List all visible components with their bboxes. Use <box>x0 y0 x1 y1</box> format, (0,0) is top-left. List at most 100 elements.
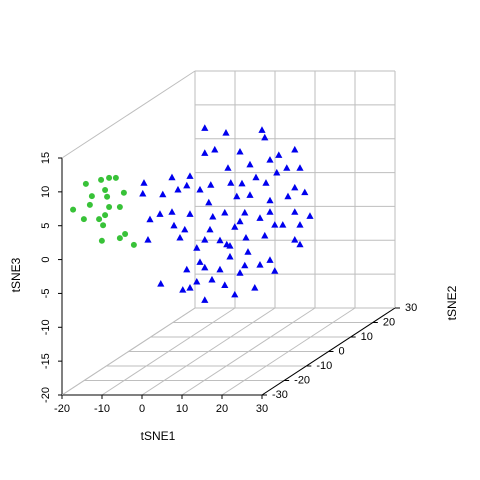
point <box>186 172 194 179</box>
y-tick-label: 10 <box>361 331 373 343</box>
point <box>266 156 274 163</box>
point <box>208 275 216 283</box>
z-tick-label: 15 <box>40 152 52 164</box>
z-tick-label: -5 <box>40 289 52 299</box>
point <box>88 193 95 200</box>
point <box>193 277 201 285</box>
y-tick-label: -20 <box>294 374 310 386</box>
x-tick-label: 0 <box>139 403 145 415</box>
point <box>106 174 113 181</box>
point <box>252 173 260 181</box>
point <box>205 198 213 206</box>
point <box>183 181 191 189</box>
y-tick-label: 0 <box>339 345 345 357</box>
point <box>104 193 111 200</box>
point <box>201 235 209 243</box>
point <box>227 179 235 186</box>
point <box>96 216 103 223</box>
point <box>291 235 299 243</box>
point <box>130 241 137 248</box>
point <box>211 145 219 153</box>
point <box>120 189 127 196</box>
point <box>246 191 254 198</box>
point <box>236 147 244 155</box>
point <box>209 212 217 220</box>
point <box>296 240 304 248</box>
z-axis-title: tSNE3 <box>9 257 23 292</box>
point <box>236 217 244 225</box>
z-tick-label: 0 <box>40 257 52 263</box>
point <box>86 201 93 208</box>
point <box>216 265 224 273</box>
point <box>112 174 119 181</box>
point <box>98 176 105 183</box>
point <box>186 284 194 291</box>
point <box>140 179 148 186</box>
point <box>266 208 274 215</box>
point <box>207 181 215 188</box>
point <box>156 210 164 217</box>
y-tick-label: -30 <box>272 389 288 401</box>
point <box>168 173 176 181</box>
x-tick-label: 20 <box>216 403 228 415</box>
point <box>231 223 239 230</box>
point <box>233 192 241 200</box>
point <box>258 126 266 133</box>
point <box>181 225 189 233</box>
point <box>242 233 250 241</box>
point <box>70 206 77 213</box>
point <box>193 244 201 251</box>
point <box>271 221 279 228</box>
point <box>291 183 299 191</box>
x-tick-label: 10 <box>176 403 188 415</box>
z-tick-label: -15 <box>40 353 52 369</box>
point <box>261 231 269 239</box>
point <box>170 221 178 229</box>
point <box>246 160 254 168</box>
point <box>291 145 299 153</box>
z-tick-label: -10 <box>40 319 52 335</box>
point <box>256 261 264 268</box>
point <box>102 187 109 194</box>
point <box>224 164 232 171</box>
point <box>216 236 224 244</box>
x-tick-label: -10 <box>94 403 110 415</box>
box-edge <box>61 307 196 396</box>
point <box>122 231 129 238</box>
point <box>251 284 259 291</box>
point <box>244 248 252 255</box>
point <box>283 164 291 171</box>
point <box>201 296 209 303</box>
point <box>196 258 204 265</box>
point <box>201 263 209 271</box>
point <box>221 208 229 216</box>
point <box>236 269 244 276</box>
y-tick-label: 20 <box>383 316 395 328</box>
box-edge <box>61 70 196 159</box>
point <box>261 133 269 141</box>
point <box>296 221 304 228</box>
point <box>98 237 105 244</box>
x-tick-label: 30 <box>256 403 268 415</box>
point <box>157 279 165 287</box>
point <box>262 179 270 186</box>
point <box>176 233 184 241</box>
point <box>241 208 249 216</box>
point <box>146 215 154 223</box>
point <box>183 265 191 273</box>
point <box>226 252 234 260</box>
y-axis-title: tSNE2 <box>445 285 459 320</box>
point <box>159 190 167 198</box>
point <box>139 189 147 197</box>
point <box>273 168 281 176</box>
point <box>271 267 279 274</box>
point <box>186 210 194 217</box>
point <box>296 164 304 171</box>
point <box>275 151 283 158</box>
x-axis-title: tSNE1 <box>141 429 176 443</box>
point <box>174 185 182 193</box>
point <box>106 203 113 210</box>
y-tick-label: 30 <box>405 302 417 314</box>
point <box>196 185 204 193</box>
